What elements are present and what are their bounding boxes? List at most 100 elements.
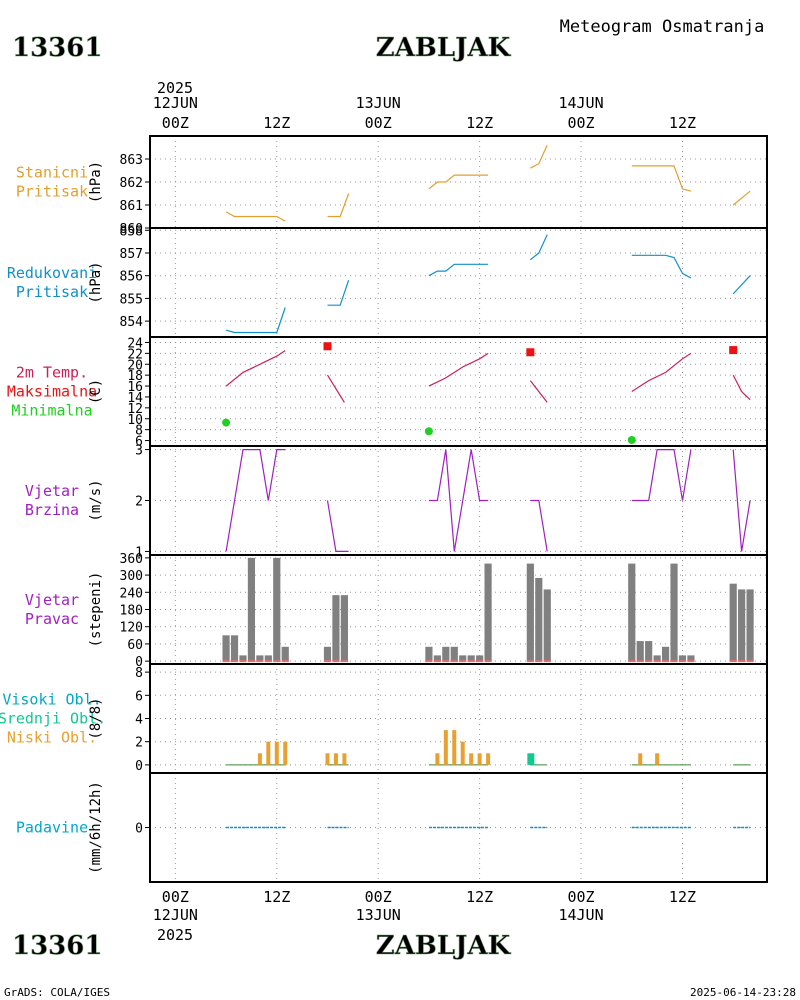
wind-direction-bar [678, 655, 687, 662]
panel-label: Redukovani [7, 264, 97, 282]
y-tick-label: 0 [135, 759, 143, 774]
panel-unit: (C) [88, 379, 104, 404]
station-id-bottom: 13361 [12, 931, 102, 961]
panel-frame [149, 445, 768, 556]
temp-max-point [729, 346, 738, 355]
series-line [732, 190, 751, 206]
series-line [530, 144, 548, 169]
footer-timestamp: 2025-06-14-23:28 [690, 986, 796, 999]
temp-max-point [323, 342, 332, 351]
series-line [631, 449, 692, 502]
panel-label: Srednji Obl. [0, 710, 106, 728]
temp-min-point [424, 427, 433, 436]
wind-direction-bar [526, 563, 534, 662]
bottom-hour-label: 00Z [568, 888, 595, 906]
wind-direction-bar [636, 641, 644, 662]
series-line [529, 234, 548, 261]
panel-unit: (hPa) [88, 261, 104, 303]
wind-direction-bar [332, 595, 340, 662]
series-line [225, 449, 286, 552]
y-tick-label: 0 [135, 655, 143, 670]
cloud-low-bar [274, 741, 279, 765]
footer-credit: GrADS: COLA/IGES [4, 986, 110, 999]
y-tick-label: 2 [135, 736, 143, 751]
top-hour-label: 12Z [263, 114, 290, 132]
series-line [327, 280, 350, 306]
wind-direction-bar [442, 646, 450, 662]
cloud-low-bar [257, 753, 262, 765]
panel-frame [149, 663, 768, 774]
panel-clouds: 0 2 4 6 8 Visoki Obl.Srednji Obl.Niski Obl.(8… [0, 663, 768, 774]
y-tick-label: 120 [120, 621, 143, 636]
wind-direction-bar [450, 646, 458, 662]
panel-unit: (hPa) [88, 161, 104, 203]
cloud-low-bar [283, 741, 288, 765]
top-day-label: 14JUN [558, 94, 603, 112]
cloud-low-bar [333, 753, 338, 765]
series-line [530, 499, 548, 552]
top-hour-label: 00Z [365, 114, 392, 132]
panel-unit: (8/8) [88, 697, 104, 739]
panel-label: Pritisak [16, 183, 88, 201]
panel-label: Niski Obl. [7, 729, 97, 747]
y-tick-label: 6 [135, 435, 143, 450]
wind-direction-bar [661, 646, 670, 662]
series-line [428, 449, 489, 552]
wind-direction-bar [729, 583, 737, 662]
temp-min-point [627, 436, 636, 445]
top-day-label: 12JUN [153, 94, 198, 112]
series-line [428, 352, 489, 387]
bottom-hour-label: 00Z [162, 888, 189, 906]
panel-frame [149, 336, 768, 447]
panel-label: Padavine [16, 819, 88, 837]
station-name-bottom: ZABLJAK [376, 931, 512, 961]
wind-direction-bar [222, 635, 230, 662]
y-tick-label: 6 [135, 689, 143, 704]
wind-direction-bar [653, 655, 661, 662]
series-line [327, 193, 350, 218]
top-hour-label: 00Z [568, 114, 595, 132]
cloud-low-bar [452, 730, 457, 765]
y-tick-label: 0 [135, 822, 143, 837]
wind-direction-bar [230, 635, 239, 662]
y-tick-label: 12 [127, 402, 143, 417]
temp-min-point [222, 418, 231, 427]
series-line [326, 374, 345, 403]
series-line [225, 211, 286, 222]
y-tick-label: 240 [120, 586, 143, 601]
wind-direction-bar [433, 655, 441, 662]
series-line [225, 307, 286, 334]
y-tick-label: 360 [120, 552, 143, 567]
panel-label: Stanicni [16, 164, 88, 182]
wind-direction-bar [273, 557, 281, 662]
bottom-day-label: 14JUN [558, 906, 603, 924]
y-tick-label: 10 [127, 413, 143, 428]
y-tick-label: 856 [120, 270, 143, 285]
wind-direction-bar [323, 646, 332, 662]
top-hour-label: 12Z [466, 114, 493, 132]
series-line [428, 174, 489, 190]
bottom-hour-label: 12Z [466, 888, 493, 906]
cloud-low-bar [655, 753, 660, 765]
wind-direction-bar [247, 557, 256, 662]
cloud-low-bar [638, 753, 643, 765]
panel-label: Pravac [25, 610, 79, 628]
panel-label: Brzina [25, 501, 79, 519]
wind-direction-bar [467, 655, 475, 662]
panel-label: Minimalna [11, 402, 92, 420]
panel-label: Visoki Obl. [2, 691, 101, 709]
series-line [428, 263, 489, 277]
bottom-hour-label: 12Z [263, 888, 290, 906]
temp-max-point [526, 348, 535, 357]
series-line [631, 254, 692, 279]
wind-direction-bar [628, 563, 636, 662]
series-line [631, 352, 692, 393]
cloud-low-bar [469, 753, 474, 765]
wind-direction-bar [687, 655, 695, 662]
series-line [732, 374, 751, 401]
